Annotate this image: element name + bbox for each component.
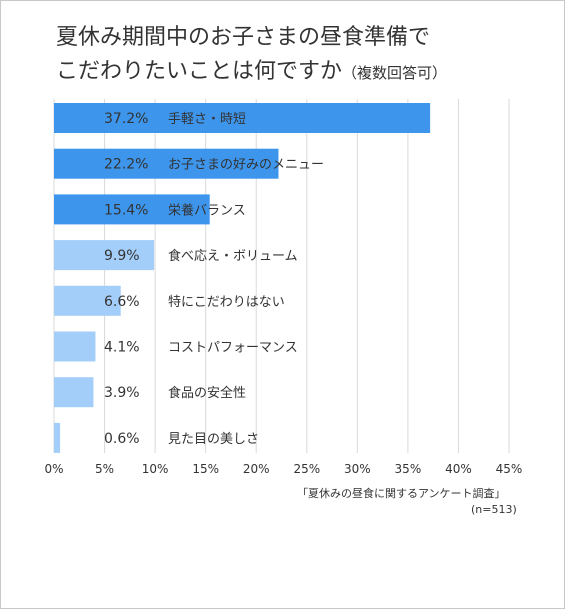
category-label: コストパフォーマンス bbox=[168, 341, 298, 356]
x-tick-label: 5% bbox=[95, 462, 114, 476]
x-tick-label: 45% bbox=[496, 462, 523, 476]
bar bbox=[54, 148, 279, 179]
sample-size-note: (n=513) bbox=[471, 503, 517, 516]
chart-title-line1: 夏休み期間中のお子さまの昼食準備で bbox=[56, 25, 431, 50]
bar-value-label: 15.4% bbox=[104, 202, 148, 218]
category-label: 食品の安全性 bbox=[168, 385, 246, 401]
bar-value-label: 37.2% bbox=[104, 111, 148, 127]
chart-title-note: （複数回答可） bbox=[342, 64, 448, 82]
chart-title-line2: こだわりたいことは何ですか（複数回答可） bbox=[56, 57, 447, 88]
category-label: 見た目の美しさ bbox=[168, 432, 259, 447]
category-label: 栄養バランス bbox=[168, 202, 246, 218]
bar-value-label: 22.2% bbox=[104, 157, 148, 173]
x-tick-label: 20% bbox=[243, 462, 270, 476]
bar bbox=[54, 103, 431, 133]
category-label: 手軽さ・時短 bbox=[168, 112, 246, 127]
x-tick-label: 25% bbox=[293, 462, 320, 476]
x-tick-label: 10% bbox=[142, 462, 169, 476]
x-tick-label: 30% bbox=[344, 462, 371, 476]
bar bbox=[54, 422, 61, 453]
x-tick-label: 15% bbox=[192, 462, 219, 476]
chart-title-text: こだわりたいことは何ですか bbox=[56, 59, 343, 84]
bar-value-label: 4.1% bbox=[104, 340, 140, 356]
x-tick-label: 40% bbox=[445, 462, 472, 476]
bar-value-label: 0.6% bbox=[104, 431, 140, 447]
x-tick-label: 35% bbox=[395, 462, 422, 476]
category-label: 食べ応え・ボリューム bbox=[168, 248, 298, 264]
category-label: お子さまの好みのメニュー bbox=[168, 158, 324, 173]
bar bbox=[54, 377, 94, 408]
bar-value-label: 3.9% bbox=[104, 385, 140, 401]
bar-value-label: 6.6% bbox=[104, 294, 140, 310]
bar bbox=[54, 331, 96, 362]
bar bbox=[54, 240, 155, 271]
bar bbox=[54, 194, 210, 225]
x-tick-label: 0% bbox=[44, 462, 63, 476]
source-note: 「夏休みの昼食に関するアンケート調査」 bbox=[297, 487, 506, 500]
category-label: 特にこだわりはない bbox=[168, 295, 285, 310]
bar bbox=[54, 285, 121, 316]
bar-value-label: 9.9% bbox=[104, 248, 140, 264]
